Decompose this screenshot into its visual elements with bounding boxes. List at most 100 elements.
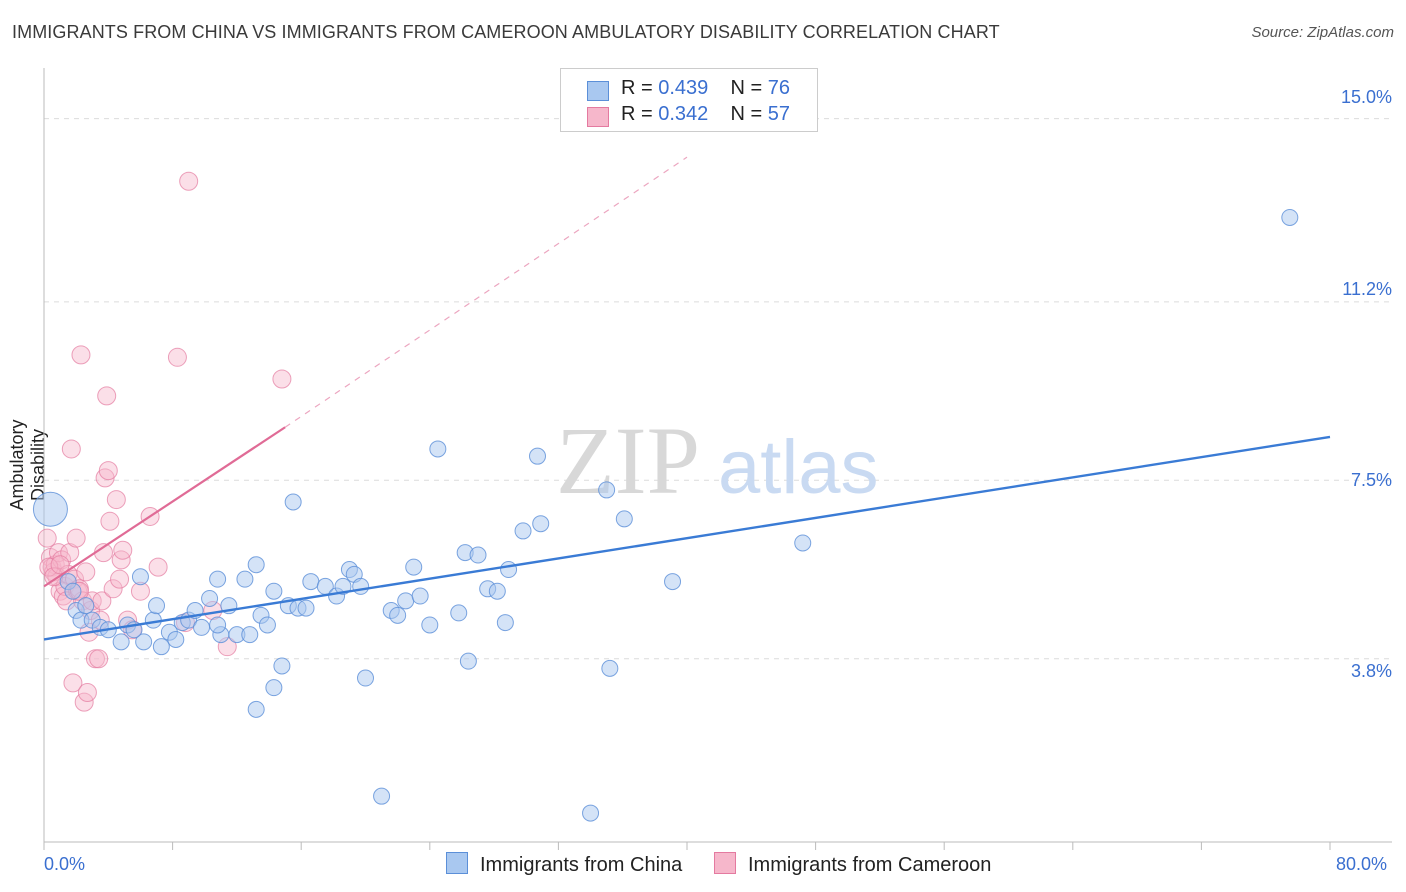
x-tick-min: 0.0% bbox=[44, 854, 86, 874]
china-point-34 bbox=[284, 493, 302, 511]
china-point-60 bbox=[500, 561, 518, 579]
china-point-43 bbox=[352, 577, 370, 595]
china-point-44 bbox=[357, 669, 374, 687]
china-point-59 bbox=[496, 614, 514, 632]
cameroon-swatch bbox=[587, 107, 609, 127]
cameroon-point-24 bbox=[77, 682, 97, 702]
china-point-13 bbox=[148, 597, 166, 615]
bottom-legend-cameroon[interactable]: Immigrants from Cameroon bbox=[714, 852, 991, 877]
china-n-label: N = bbox=[730, 77, 768, 99]
stats-legend: R = 0.439 N = 76 R = 0.342 N = 57 bbox=[560, 68, 818, 132]
watermark-atlas: atlas bbox=[718, 425, 879, 510]
china-point-40 bbox=[334, 577, 352, 595]
watermark-zip: ZIP bbox=[556, 407, 700, 514]
cameroon-legend-swatch bbox=[714, 852, 736, 874]
cameroon-point-35 bbox=[98, 461, 118, 481]
china-point-71 bbox=[209, 616, 227, 634]
y-tick-15: 15.0% bbox=[1340, 87, 1392, 107]
china-point-14 bbox=[152, 638, 170, 656]
cameroon-point-53 bbox=[39, 557, 59, 577]
watermark: ZIP atlas bbox=[556, 407, 879, 514]
cameroon-point-31 bbox=[92, 591, 112, 611]
china-legend-label: Immigrants from China bbox=[480, 854, 683, 876]
cameroon-point-29 bbox=[89, 649, 109, 669]
china-point-55 bbox=[459, 652, 477, 670]
china-point-8 bbox=[112, 633, 130, 651]
china-point-62 bbox=[529, 447, 547, 465]
china-point-66 bbox=[601, 659, 619, 677]
china-point-20 bbox=[193, 618, 211, 636]
china-legend-swatch bbox=[446, 852, 468, 874]
y-tick-7: 7.5% bbox=[1350, 470, 1392, 490]
china-point-28 bbox=[247, 556, 265, 574]
china-points bbox=[32, 208, 1299, 822]
x-tick-max: 80.0% bbox=[1336, 854, 1388, 874]
cameroon-n-label: N = bbox=[730, 103, 768, 125]
china-point-27 bbox=[241, 626, 259, 644]
cameroon-r-value: 0.342 bbox=[658, 103, 709, 125]
cameroon-legend-label: Immigrants from Cameroon bbox=[748, 854, 992, 876]
china-point-16 bbox=[167, 630, 185, 648]
cameroon-point-14 bbox=[61, 439, 81, 459]
cameroon-point-55 bbox=[50, 555, 70, 575]
china-point-74 bbox=[1281, 208, 1299, 226]
cameroon-point-49 bbox=[179, 171, 199, 191]
china-point-69 bbox=[794, 534, 812, 552]
cameroon-point-17 bbox=[66, 528, 86, 548]
cameroon-point-39 bbox=[110, 569, 130, 589]
gridlines bbox=[44, 118, 1392, 660]
china-point-4 bbox=[77, 597, 95, 615]
china-point-10 bbox=[131, 568, 149, 586]
cameroon-point-36 bbox=[100, 511, 120, 531]
china-r-label: R = bbox=[621, 77, 659, 99]
china-point-75 bbox=[265, 679, 283, 697]
china-point-22 bbox=[209, 570, 227, 588]
china-point-49 bbox=[405, 558, 423, 576]
cameroon-point-0 bbox=[37, 528, 57, 548]
trend-lines bbox=[43, 156, 1331, 641]
cameroon-point-46 bbox=[148, 557, 168, 577]
china-r-value: 0.439 bbox=[658, 77, 709, 99]
china-point-51 bbox=[421, 616, 439, 634]
china-point-31 bbox=[265, 582, 283, 600]
cameroon-r-label: R = bbox=[621, 103, 659, 125]
china-point-73 bbox=[64, 582, 82, 600]
china-trend-line bbox=[43, 435, 1331, 641]
source-label: Source: ZipAtlas.com bbox=[1251, 24, 1394, 41]
china-point-37 bbox=[302, 573, 320, 591]
y-tick-3: 3.8% bbox=[1350, 661, 1392, 681]
china-point-21 bbox=[201, 589, 219, 607]
china-point-68 bbox=[664, 573, 682, 591]
cameroon-point-37 bbox=[103, 579, 123, 599]
china-point-11 bbox=[135, 633, 153, 651]
china-point-47 bbox=[389, 606, 407, 624]
cameroon-n-value: 57 bbox=[767, 103, 791, 125]
cameroon-point-52 bbox=[272, 369, 292, 389]
china-point-61 bbox=[514, 522, 532, 540]
y-tick-11: 11.2% bbox=[1342, 279, 1392, 299]
china-point-52 bbox=[429, 440, 447, 458]
china-point-63 bbox=[532, 515, 550, 533]
china-point-30 bbox=[258, 616, 276, 634]
china-swatch bbox=[587, 81, 609, 101]
china-point-70 bbox=[247, 700, 265, 718]
china-point-26 bbox=[236, 570, 254, 588]
cameroon-point-38 bbox=[106, 490, 126, 510]
cameroon-point-34 bbox=[97, 386, 117, 406]
cameroon-point-47 bbox=[167, 347, 187, 367]
china-point-53 bbox=[450, 604, 468, 622]
china-point-48 bbox=[397, 592, 415, 610]
china-point-50 bbox=[411, 587, 429, 605]
china-n-value: 76 bbox=[767, 77, 791, 99]
cameroon-point-23 bbox=[76, 562, 96, 582]
bottom-legend-china[interactable]: Immigrants from China bbox=[446, 852, 682, 877]
cameroon-trend-line bbox=[43, 426, 286, 588]
china-point-64 bbox=[582, 804, 600, 822]
china-point-0 bbox=[32, 491, 68, 527]
cameroon-point-41 bbox=[113, 540, 133, 560]
cameroon-point-15 bbox=[63, 673, 83, 693]
china-point-32 bbox=[273, 657, 291, 675]
cameroon-point-20 bbox=[71, 345, 91, 365]
china-point-65 bbox=[598, 481, 616, 499]
